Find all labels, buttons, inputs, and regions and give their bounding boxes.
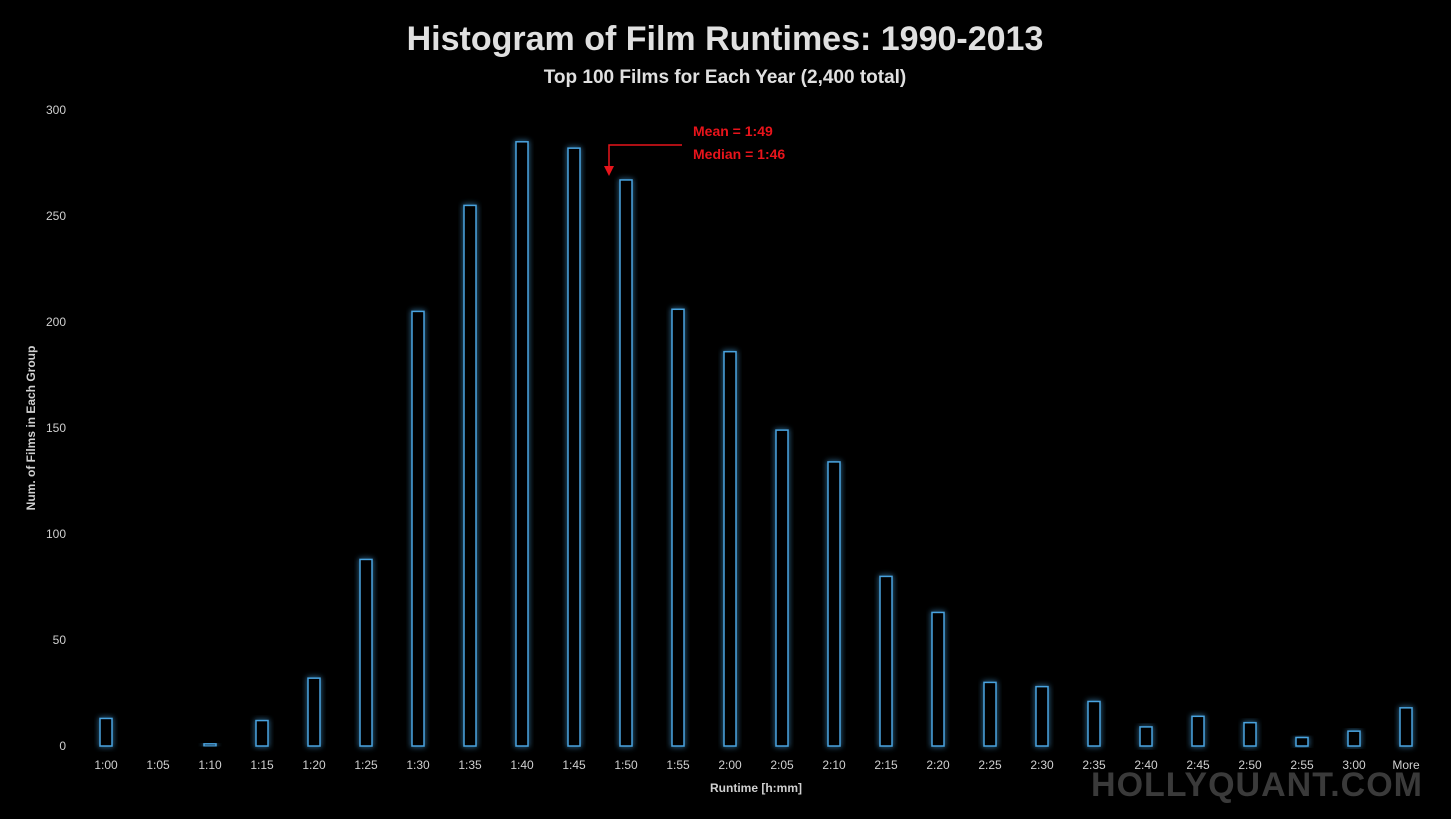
x-tick-label: 1:20 xyxy=(302,758,326,772)
bar-3-00 xyxy=(1347,730,1361,747)
bar-1-25 xyxy=(359,558,373,747)
bar-2-40 xyxy=(1139,726,1153,747)
x-tick-label: 1:15 xyxy=(250,758,274,772)
x-tick-label: 1:40 xyxy=(510,758,534,772)
bar-2-10 xyxy=(827,461,841,747)
x-tick-label: 2:50 xyxy=(1238,758,1262,772)
x-tick-label: 1:05 xyxy=(146,758,170,772)
bar-2-20 xyxy=(931,611,945,747)
bar-2-35 xyxy=(1087,700,1101,747)
mean-label: Mean = 1:49 xyxy=(693,123,773,139)
bar-2-55 xyxy=(1295,736,1309,747)
x-tick-label: 2:20 xyxy=(926,758,950,772)
x-tick-label: 2:35 xyxy=(1082,758,1106,772)
bar-2-00 xyxy=(723,350,737,747)
x-tick-label: 1:00 xyxy=(94,758,118,772)
x-tick-label: 2:05 xyxy=(770,758,794,772)
bar-1-15 xyxy=(255,719,269,747)
bar-2-30 xyxy=(1035,685,1049,747)
bar-1-00 xyxy=(99,717,113,747)
median-label: Median = 1:46 xyxy=(693,146,785,162)
y-tick-label: 300 xyxy=(46,103,66,117)
x-tick-label: More xyxy=(1392,758,1420,772)
x-tick-label: 1:45 xyxy=(562,758,586,772)
y-tick-label: 50 xyxy=(53,633,67,647)
x-tick-label: 2:15 xyxy=(874,758,898,772)
x-tick-label: 1:55 xyxy=(666,758,690,772)
bar-1-10 xyxy=(203,743,217,747)
x-tick-label: 2:55 xyxy=(1290,758,1314,772)
y-tick-label: 200 xyxy=(46,315,66,329)
bar-1-45 xyxy=(567,147,581,747)
x-tick-label: 2:40 xyxy=(1134,758,1158,772)
y-tick-label: 100 xyxy=(46,527,66,541)
mean-median-annotation: Mean = 1:49 Median = 1:46 xyxy=(604,123,785,176)
x-tick-label: 2:00 xyxy=(718,758,742,772)
x-tick-label: 2:30 xyxy=(1030,758,1054,772)
y-tick-label: 150 xyxy=(46,421,66,435)
x-tick-label: 1:35 xyxy=(458,758,482,772)
x-tick-label: 2:45 xyxy=(1186,758,1210,772)
bar-1-35 xyxy=(463,204,477,747)
bar-1-40 xyxy=(515,141,529,747)
x-tick-label: 3:00 xyxy=(1342,758,1366,772)
y-tick-label: 250 xyxy=(46,209,66,223)
x-tick-label: 1:30 xyxy=(406,758,430,772)
x-axis-label: Runtime [h:mm] xyxy=(710,781,802,795)
bar-1-55 xyxy=(671,308,685,747)
x-tick-label: 1:10 xyxy=(198,758,222,772)
y-tick-label: 0 xyxy=(59,739,66,753)
bar-1-20 xyxy=(307,677,321,747)
bar-2-15 xyxy=(879,575,893,747)
bar-more xyxy=(1399,707,1413,747)
bar-1-50 xyxy=(619,179,633,747)
x-tick-label: 2:25 xyxy=(978,758,1002,772)
bar-1-30 xyxy=(411,310,425,747)
y-axis-label: Num. of Films in Each Group xyxy=(24,346,38,511)
bar-2-05 xyxy=(775,429,789,747)
x-tick-label: 2:10 xyxy=(822,758,846,772)
x-tick-label: 1:50 xyxy=(614,758,638,772)
watermark: HOLLYQUANT.COM xyxy=(1091,766,1423,804)
chart-subtitle: Top 100 Films for Each Year (2,400 total… xyxy=(544,67,907,88)
x-tick-label: 1:25 xyxy=(354,758,378,772)
bar-2-45 xyxy=(1191,715,1205,747)
chart-title: Histogram of Film Runtimes: 1990-2013 xyxy=(407,20,1044,58)
bar-2-25 xyxy=(983,681,997,747)
bar-2-50 xyxy=(1243,721,1257,747)
